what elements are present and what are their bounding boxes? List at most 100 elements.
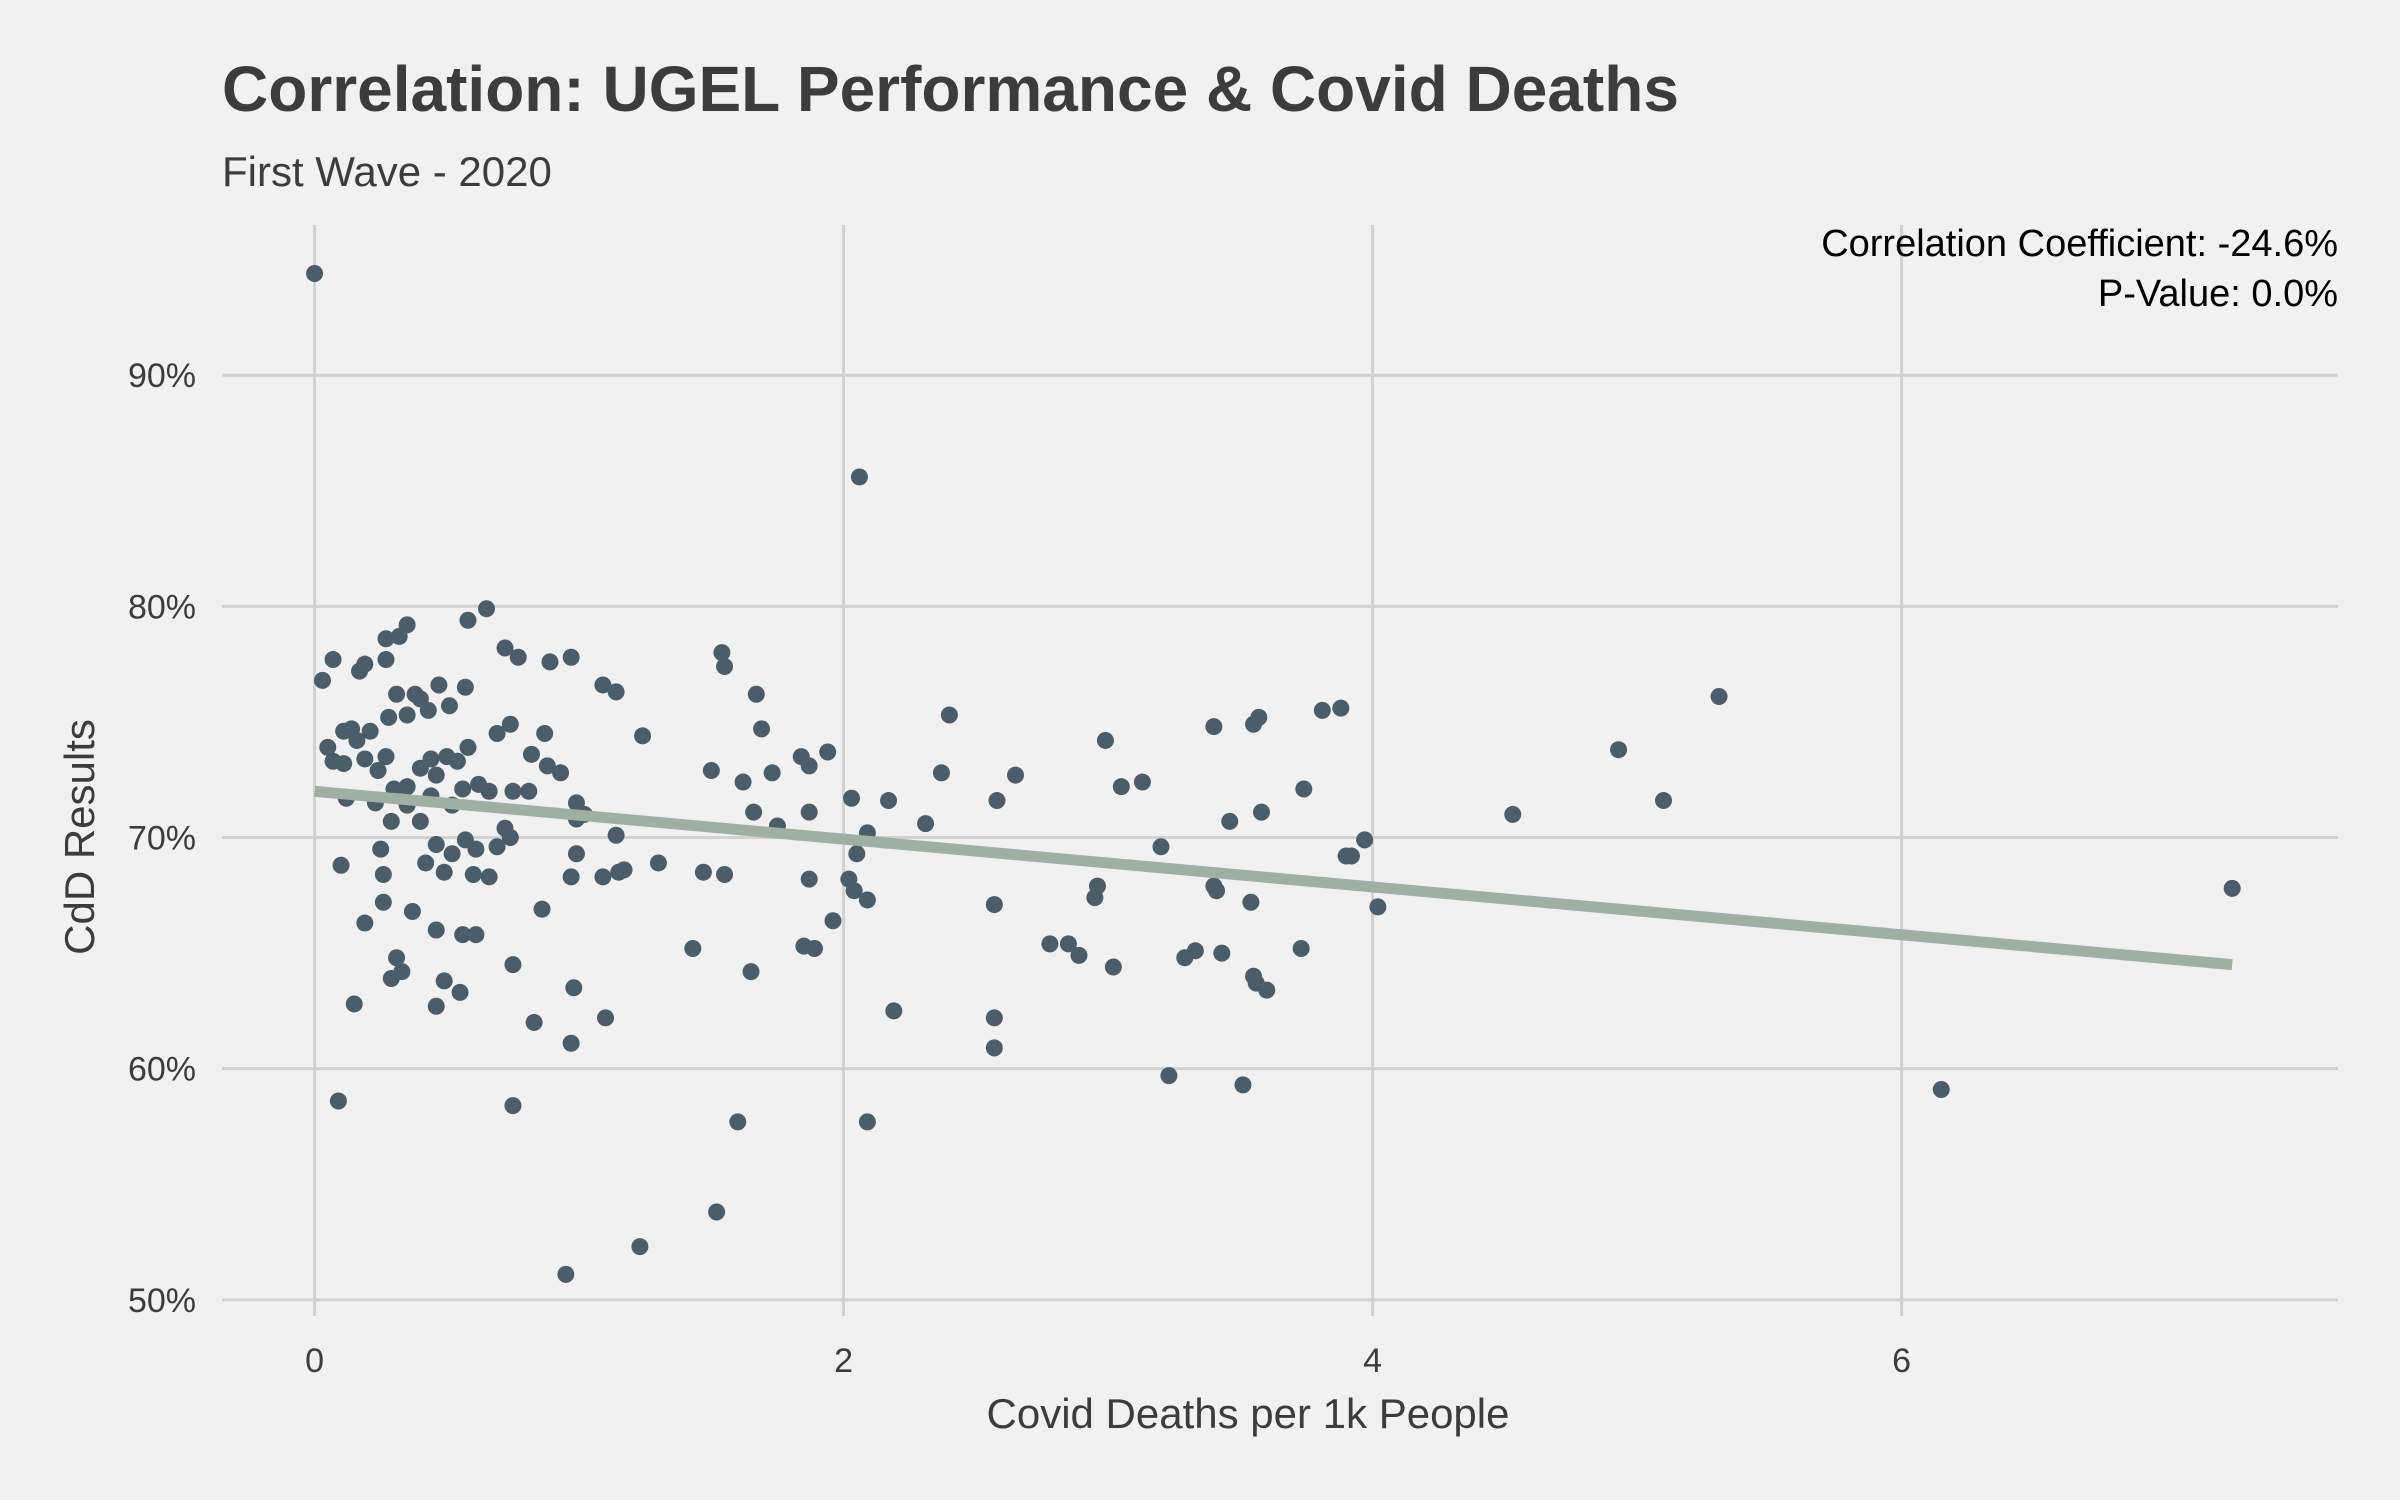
data-point bbox=[985, 1039, 1003, 1057]
data-point bbox=[448, 752, 466, 770]
data-point bbox=[848, 845, 866, 863]
data-point bbox=[314, 671, 332, 689]
chart-subtitle: First Wave - 2020 bbox=[222, 148, 552, 195]
data-point bbox=[488, 725, 506, 743]
data-point bbox=[403, 902, 421, 920]
data-point bbox=[504, 956, 522, 974]
data-point bbox=[306, 265, 324, 283]
data-point bbox=[478, 600, 495, 618]
data-point bbox=[649, 854, 667, 872]
data-point bbox=[459, 611, 477, 629]
data-point bbox=[329, 1092, 347, 1110]
data-point bbox=[427, 766, 445, 784]
data-point bbox=[451, 983, 469, 1001]
data-point bbox=[843, 789, 861, 807]
data-point bbox=[1295, 780, 1313, 798]
data-point bbox=[488, 838, 506, 856]
data-point bbox=[988, 792, 1006, 810]
data-point bbox=[1221, 812, 1239, 830]
data-point bbox=[374, 866, 392, 884]
grid bbox=[222, 225, 2338, 1316]
data-point bbox=[753, 720, 771, 738]
data-point bbox=[824, 912, 842, 930]
data-point bbox=[634, 727, 652, 745]
data-point bbox=[1070, 946, 1088, 964]
data-point bbox=[422, 750, 440, 768]
data-point bbox=[1205, 718, 1223, 736]
data-point bbox=[504, 1097, 522, 1115]
data-point bbox=[541, 653, 559, 671]
data-point bbox=[454, 926, 472, 944]
data-point bbox=[716, 657, 734, 675]
data-point bbox=[684, 939, 702, 957]
data-point bbox=[917, 815, 935, 833]
data-point bbox=[1152, 838, 1170, 856]
data-point bbox=[694, 863, 712, 881]
data-point bbox=[1610, 741, 1628, 759]
data-point bbox=[819, 743, 837, 761]
data-point bbox=[800, 757, 818, 775]
data-point bbox=[388, 949, 406, 967]
data-point bbox=[729, 1113, 747, 1131]
data-point bbox=[377, 630, 395, 648]
data-point bbox=[435, 972, 453, 990]
data-point bbox=[522, 745, 540, 763]
data-point bbox=[1242, 893, 1260, 911]
data-point bbox=[319, 738, 337, 756]
data-point bbox=[464, 866, 482, 884]
axis-ticks: 50% 60% 70% 80% 90% 0 2 4 6 bbox=[128, 357, 1911, 1380]
data-point bbox=[805, 939, 823, 957]
data-point bbox=[480, 868, 498, 886]
data-point bbox=[538, 757, 556, 775]
data-point bbox=[356, 750, 374, 768]
data-point bbox=[1059, 935, 1077, 953]
data-point bbox=[509, 648, 527, 666]
data-point bbox=[382, 970, 400, 988]
chart-title: Correlation: UGEL Performance & Covid De… bbox=[222, 53, 1679, 125]
x-tick-label: 4 bbox=[1363, 1342, 1382, 1380]
data-point bbox=[1104, 958, 1122, 976]
data-point bbox=[1932, 1080, 1950, 1098]
data-point bbox=[1041, 935, 1059, 953]
data-point bbox=[716, 866, 734, 884]
data-points bbox=[306, 265, 2241, 1283]
data-point bbox=[1096, 731, 1114, 749]
data-point bbox=[1342, 847, 1360, 865]
trendline bbox=[314, 785, 2233, 971]
data-point bbox=[567, 845, 585, 863]
data-point bbox=[351, 662, 369, 680]
data-point bbox=[597, 1009, 615, 1027]
data-point bbox=[372, 840, 390, 858]
data-point bbox=[356, 914, 374, 932]
data-point bbox=[1258, 981, 1276, 999]
data-point bbox=[411, 812, 429, 830]
data-point bbox=[1213, 944, 1231, 962]
x-tick-label: 2 bbox=[834, 1342, 853, 1380]
data-point bbox=[388, 685, 406, 703]
data-point bbox=[713, 644, 731, 662]
data-point bbox=[459, 738, 477, 756]
y-tick-label: 50% bbox=[128, 1282, 196, 1320]
data-point bbox=[435, 863, 453, 881]
data-point bbox=[565, 979, 583, 997]
data-point bbox=[443, 845, 461, 863]
x-tick-label: 0 bbox=[305, 1342, 324, 1380]
data-point bbox=[382, 812, 400, 830]
data-point bbox=[377, 651, 395, 669]
data-point bbox=[369, 762, 387, 779]
y-tick-label: 60% bbox=[128, 1051, 196, 1089]
data-point bbox=[850, 468, 868, 486]
data-point bbox=[1234, 1076, 1252, 1094]
data-point bbox=[398, 706, 416, 724]
data-point bbox=[1356, 831, 1374, 849]
data-point bbox=[496, 639, 514, 657]
data-point bbox=[440, 697, 458, 715]
data-point bbox=[536, 725, 554, 743]
data-point bbox=[1504, 805, 1522, 823]
data-point bbox=[607, 683, 625, 701]
data-point bbox=[1133, 773, 1151, 791]
data-point bbox=[335, 755, 353, 773]
data-point bbox=[845, 882, 863, 900]
data-point bbox=[1252, 803, 1270, 821]
